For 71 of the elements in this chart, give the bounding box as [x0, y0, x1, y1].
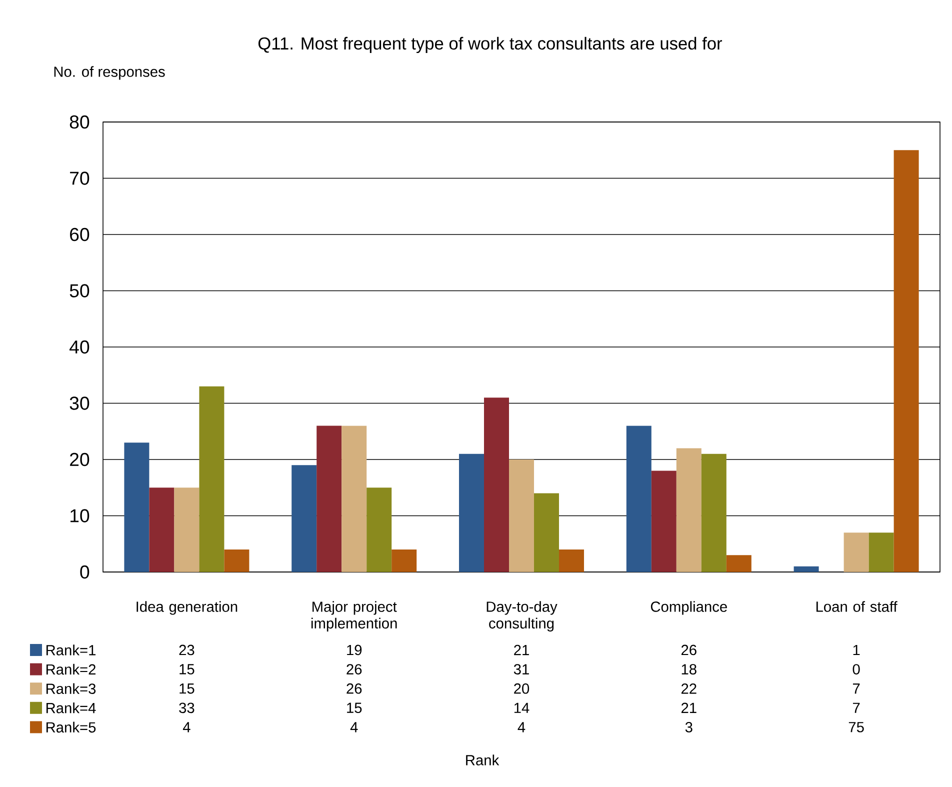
bar — [199, 386, 224, 572]
bar — [701, 454, 726, 572]
y-tick-label: 20 — [70, 452, 90, 466]
bar — [726, 555, 752, 572]
x-tick-label: Idea generation — [136, 601, 238, 615]
data-label: 7 — [852, 684, 860, 694]
data-label: 21 — [681, 702, 696, 713]
text: Rank — [466, 754, 500, 766]
bar — [224, 549, 250, 572]
y-tick-label: 60 — [70, 228, 90, 242]
bar — [868, 532, 894, 572]
bar — [149, 488, 174, 572]
data-label: 4 — [182, 722, 190, 732]
data-label: 4 — [350, 722, 358, 732]
data-label: 15 — [180, 683, 194, 694]
data-label: 26 — [681, 644, 696, 656]
data-label: 7 — [852, 702, 860, 713]
data-label: 75 — [848, 722, 864, 732]
data-label: 31 — [514, 664, 529, 674]
data-label: 18 — [682, 664, 696, 674]
x-tick-label: Major project implemention — [311, 601, 397, 632]
bar — [392, 549, 417, 572]
data-label: 26 — [346, 683, 362, 694]
bar — [534, 493, 560, 572]
legend-label: Rank=3 — [46, 683, 96, 694]
y-axis-title: No. of responses — [54, 66, 165, 80]
bar — [844, 532, 869, 572]
bar — [124, 442, 150, 572]
y-tick-label: 50 — [70, 284, 90, 298]
data-label: 15 — [347, 702, 362, 713]
bar — [484, 398, 510, 572]
y-tick-label: 0 — [80, 565, 90, 579]
bar — [366, 488, 392, 572]
data-label: 33 — [179, 702, 194, 714]
bar — [651, 470, 676, 572]
x-tick-label: Loan of staff — [816, 601, 898, 612]
y-tick-label: 30 — [70, 396, 90, 410]
data-label: 3 — [685, 722, 692, 732]
data-label: 15 — [180, 664, 194, 674]
bar — [676, 448, 702, 572]
x-tick-label: Day-to-day consulting — [486, 601, 558, 632]
bar — [626, 426, 652, 572]
bar — [316, 426, 342, 572]
legend-label: Rank=4 — [46, 702, 96, 714]
bar — [559, 549, 584, 572]
x-tick-label: Compliance — [650, 601, 727, 615]
data-label: 19 — [347, 644, 362, 656]
y-tick-label: 70 — [70, 172, 90, 185]
legend-label: Rank=2 — [46, 664, 96, 675]
bar — [459, 454, 484, 572]
bar — [794, 566, 819, 572]
data-label: 22 — [681, 683, 696, 694]
data-label: 0 — [852, 664, 860, 674]
data-label: 20 — [514, 683, 530, 694]
bar — [342, 426, 367, 572]
y-tick-label: 80 — [70, 115, 90, 129]
data-label: 14 — [514, 702, 530, 713]
data-label: 21 — [514, 644, 529, 656]
y-tick-label: 40 — [70, 340, 90, 354]
bar — [509, 459, 534, 572]
data-label: 4 — [518, 722, 526, 732]
data-label: 23 — [179, 644, 194, 656]
chart-title: Q11. Most frequent type of work tax consultants are used for — [258, 36, 722, 54]
legend-label: Rank=1 — [46, 644, 96, 656]
bar — [292, 465, 317, 572]
y-tick-label: 10 — [70, 509, 90, 522]
data-label: 1 — [853, 644, 860, 656]
bar — [894, 150, 919, 572]
legend-label: Rank=5 — [46, 722, 96, 733]
bar — [174, 488, 200, 572]
data-label: 26 — [346, 664, 362, 674]
